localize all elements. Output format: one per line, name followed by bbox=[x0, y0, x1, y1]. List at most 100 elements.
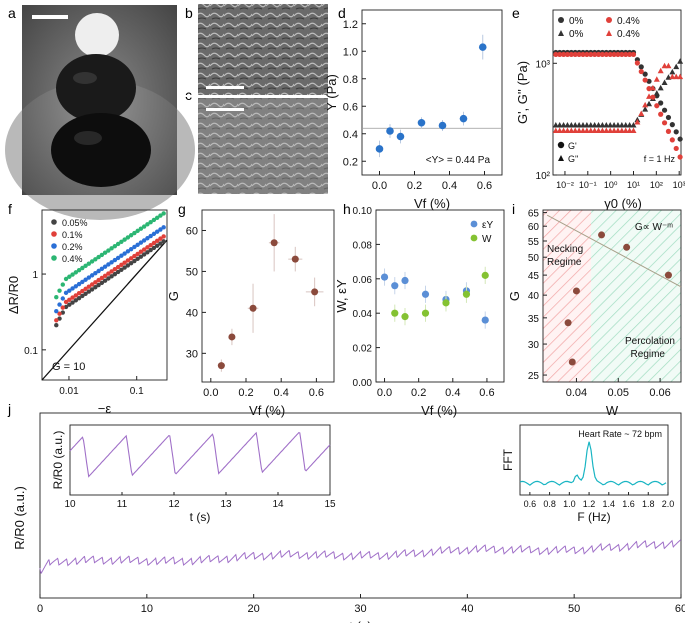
d-xtick-label: 0.0 bbox=[372, 180, 387, 192]
e-point bbox=[552, 122, 559, 128]
f-point bbox=[112, 271, 118, 277]
g-ytick-label: 30 bbox=[186, 348, 198, 360]
f-point bbox=[128, 246, 134, 252]
f-point bbox=[70, 272, 75, 277]
e-point bbox=[572, 122, 579, 128]
chart-g-frame bbox=[201, 209, 335, 383]
f-point bbox=[151, 231, 157, 237]
j-xtick-label: 60 bbox=[675, 603, 685, 615]
f-point bbox=[148, 247, 153, 253]
e-xtick-label: 10¹ bbox=[627, 180, 640, 190]
f-point bbox=[154, 229, 160, 234]
h-point bbox=[391, 282, 399, 290]
e-point bbox=[595, 127, 602, 134]
e-point bbox=[583, 122, 590, 128]
f-point bbox=[102, 278, 108, 283]
e-point bbox=[576, 127, 583, 134]
f-point bbox=[67, 274, 72, 279]
e-legend-marker bbox=[558, 30, 564, 36]
f-point bbox=[115, 255, 121, 261]
e-point bbox=[552, 127, 559, 134]
e-xtick-label: 10³ bbox=[673, 180, 685, 190]
f-point bbox=[151, 217, 157, 223]
e-point bbox=[556, 127, 563, 134]
scale-bar-c bbox=[206, 108, 244, 111]
f-point bbox=[83, 277, 88, 282]
f-xlabel: −ε bbox=[98, 401, 112, 416]
f-point bbox=[70, 300, 75, 305]
e-point bbox=[607, 127, 614, 134]
f-point bbox=[76, 291, 82, 296]
d-xtick-label: 0.6 bbox=[477, 180, 492, 192]
i-point bbox=[623, 243, 631, 251]
f-point bbox=[119, 267, 124, 272]
f-point bbox=[145, 245, 150, 250]
e-point bbox=[579, 127, 586, 134]
e-point bbox=[599, 51, 606, 58]
e-point bbox=[580, 51, 586, 58]
j-inset-fft-xtick-label: 1.2 bbox=[583, 499, 596, 509]
e-legend-marker bbox=[558, 17, 564, 23]
panel-label-a: a bbox=[8, 5, 16, 21]
h-ytick-label: 0.00 bbox=[353, 378, 373, 389]
f-point bbox=[115, 269, 121, 275]
f-ytick-label: 1 bbox=[32, 270, 38, 281]
e-point bbox=[557, 51, 563, 58]
e-point bbox=[618, 122, 625, 128]
f-point bbox=[158, 241, 163, 246]
d-ytick-label: 0.6 bbox=[343, 101, 358, 113]
i-annotation-necking-regime: Regime bbox=[547, 257, 582, 268]
e-point bbox=[626, 127, 633, 134]
e-point bbox=[619, 51, 625, 58]
e-point bbox=[568, 127, 575, 134]
e-point bbox=[591, 122, 598, 128]
f-point bbox=[112, 267, 118, 272]
f-point bbox=[70, 295, 75, 300]
e-point bbox=[630, 122, 637, 128]
e-point bbox=[623, 51, 629, 58]
f-point bbox=[141, 247, 147, 252]
e-point bbox=[564, 127, 571, 134]
e-legend-label: 0.4% bbox=[617, 16, 640, 27]
e-point bbox=[564, 122, 571, 128]
h-point bbox=[421, 290, 430, 298]
f-point bbox=[138, 249, 144, 254]
f-point bbox=[96, 277, 101, 283]
j-inset-fft-frame bbox=[519, 424, 669, 496]
f-point bbox=[93, 257, 98, 262]
i-ytick-label: 55 bbox=[528, 237, 540, 248]
f-point bbox=[67, 288, 72, 293]
f-point bbox=[57, 288, 62, 293]
f-point bbox=[125, 235, 131, 240]
e-point bbox=[564, 51, 571, 58]
g-xtick-label: 0.2 bbox=[238, 387, 253, 399]
e-point bbox=[584, 51, 590, 58]
g-point bbox=[311, 288, 319, 296]
f-point bbox=[73, 270, 79, 275]
f-point bbox=[135, 242, 140, 247]
d-point bbox=[438, 121, 447, 130]
f-point bbox=[63, 290, 69, 296]
panel-label-g: g bbox=[178, 201, 186, 217]
i-ylabel: G bbox=[507, 291, 522, 301]
e-point bbox=[654, 103, 660, 109]
e-point bbox=[587, 122, 594, 128]
e-point bbox=[595, 51, 602, 58]
chart-f-frame bbox=[41, 209, 168, 381]
f-point bbox=[86, 261, 92, 266]
f-point bbox=[151, 245, 157, 251]
f-point bbox=[125, 258, 131, 263]
d-ytick-label: 0.8 bbox=[343, 74, 358, 86]
e-point bbox=[642, 77, 648, 83]
f-point bbox=[73, 284, 79, 289]
i-ytick-label: 50 bbox=[528, 253, 540, 264]
j-xtick-label: 10 bbox=[141, 603, 153, 615]
e-point bbox=[618, 127, 625, 134]
f-point bbox=[141, 238, 147, 243]
f-point bbox=[119, 262, 124, 268]
e-point bbox=[587, 127, 594, 134]
panel-label-b: b bbox=[185, 5, 193, 21]
e-point bbox=[646, 100, 653, 107]
h-point bbox=[421, 309, 430, 317]
f-point bbox=[80, 265, 85, 271]
